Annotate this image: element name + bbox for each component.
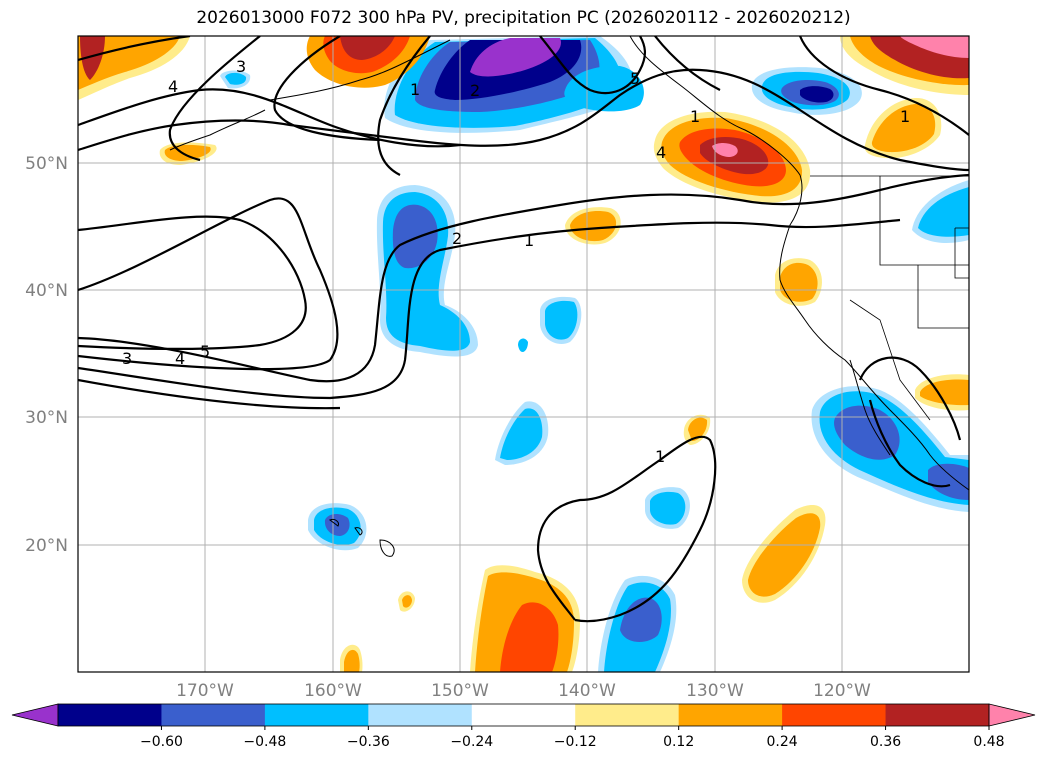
- contour-label: 4: [168, 77, 178, 96]
- lon-label: 160°W: [304, 681, 362, 701]
- contour-label: 3: [236, 57, 246, 76]
- contour-label: 3: [122, 349, 132, 368]
- colorbar-tick-label: 0.24: [767, 734, 798, 750]
- precip-shading: [78, 36, 969, 672]
- colorbar-segment: [368, 704, 473, 726]
- pv-contour-labels: 4 3 1 2 1 5 4 1 2 1 3 4 5 1: [122, 57, 910, 466]
- colorbar-frame: [57, 703, 990, 727]
- colorbar-segment: [575, 704, 680, 726]
- lat-label: 30°N: [25, 408, 68, 428]
- map-frame: [77, 35, 970, 673]
- contour-label: 2: [470, 81, 480, 100]
- graticule: [78, 36, 969, 672]
- contour-label: 1: [900, 107, 910, 126]
- colorbar-tick-label: 0.48: [973, 734, 1004, 750]
- lat-label: 50°N: [25, 154, 68, 174]
- colorbar-extend-low: [11, 703, 59, 727]
- contour-label: 1: [690, 107, 700, 126]
- map-title: 2026013000 F072 300 hPa PV, precipitatio…: [196, 8, 851, 28]
- lon-label: 140°W: [558, 681, 616, 701]
- lon-label: 150°W: [431, 681, 489, 701]
- contour-label: 1: [410, 80, 420, 99]
- lon-label: 170°W: [176, 681, 234, 701]
- colorbar-segment: [161, 704, 266, 726]
- contour-label: 5: [200, 342, 210, 361]
- contour-label: 1: [655, 447, 665, 466]
- longitude-labels: 170°W 160°W 150°W 140°W 130°W 120°W: [176, 681, 871, 701]
- colorbar-tick-label: −0.24: [450, 734, 493, 750]
- contour-label: 1: [524, 231, 534, 250]
- lon-label: 130°W: [686, 681, 744, 701]
- colorbar-tick-label: −0.12: [554, 734, 597, 750]
- contour-label: 4: [656, 143, 666, 162]
- colorbar-extend-high: [988, 703, 1036, 727]
- colorbar-tick-label: 0.36: [870, 734, 901, 750]
- colorbar-tick-label: 0.12: [663, 734, 694, 750]
- contour-label: 4: [175, 349, 185, 368]
- map-background: [78, 36, 969, 672]
- latitude-labels: 50°N 40°N 30°N 20°N: [25, 154, 68, 556]
- coastlines: [169, 36, 969, 557]
- colorbar-segment: [264, 704, 369, 726]
- lat-label: 20°N: [25, 536, 68, 556]
- lat-label: 40°N: [25, 281, 68, 301]
- pv-contours: [78, 36, 969, 623]
- contour-label: 5: [630, 69, 640, 88]
- colorbar-segment: [782, 704, 887, 726]
- colorbar: −0.60 −0.48 −0.36 −0.24 −0.12 0.12 0.24 0.36 0.4…: [11, 703, 1036, 750]
- colorbar-tick-label: −0.36: [347, 734, 390, 750]
- colorbar-segment: [471, 704, 576, 726]
- colorbar-segment: [885, 704, 990, 726]
- contour-label: 2: [452, 229, 462, 248]
- colorbar-tick-label: −0.48: [243, 734, 286, 750]
- colorbar-segment: [678, 704, 783, 726]
- colorbar-tick-label: −0.60: [140, 734, 183, 750]
- colorbar-segment: [58, 704, 162, 726]
- lon-label: 120°W: [813, 681, 871, 701]
